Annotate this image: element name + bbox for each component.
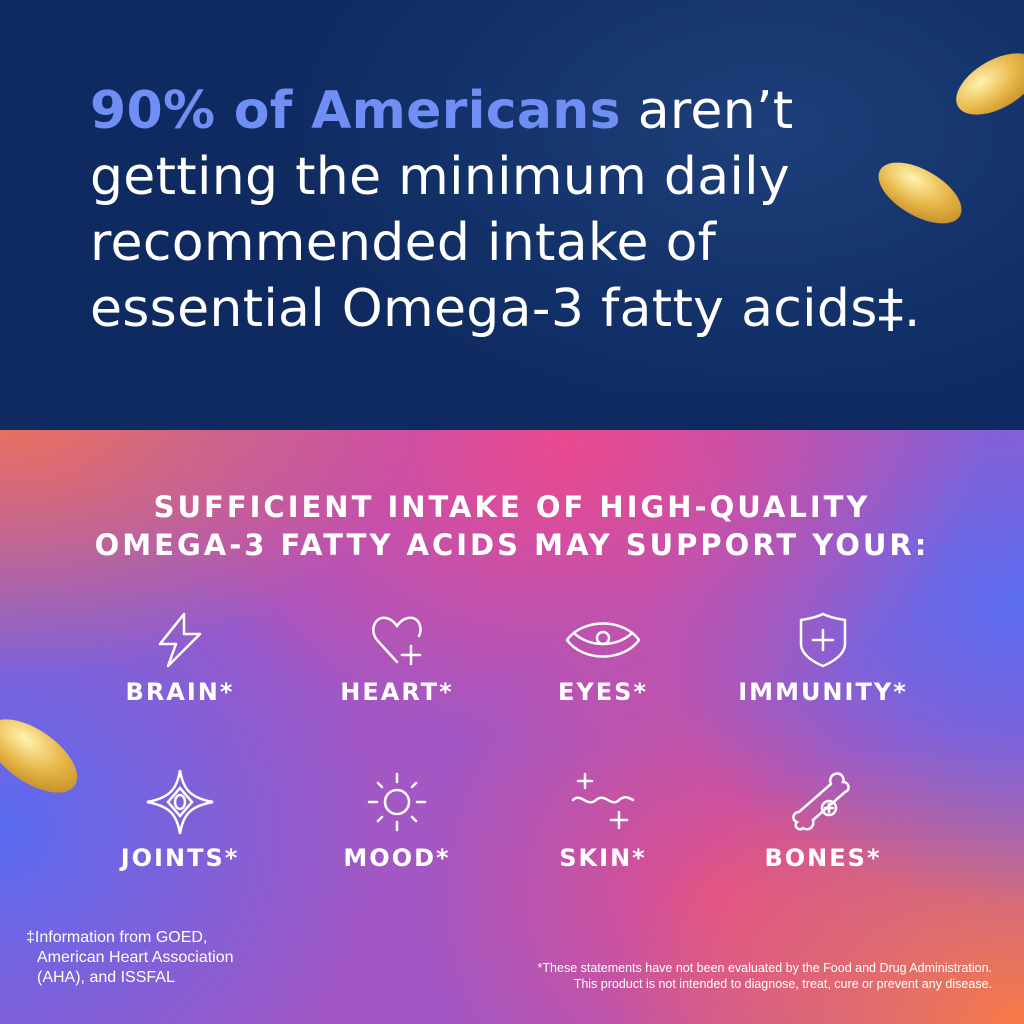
headline-highlight: 90% of Americans [90,81,621,141]
star-joint-icon [146,769,214,835]
footnote-line: (AHA), and ISSFAL [37,969,175,986]
lightning-icon [158,612,202,668]
eye-icon [565,622,641,658]
benefit-mood: MOOD* [287,768,507,872]
benefit-brain: BRAIN* [70,610,290,706]
sparkle-wave-icon [571,772,635,830]
benefit-label: BONES* [764,844,882,872]
headline-text: essential Omega-3 fatty acids‡. [90,279,921,339]
benefit-label: IMMUNITY* [738,678,908,706]
benefit-bones: BONES* [713,768,933,872]
benefit-label: JOINTS* [120,844,240,872]
benefit-joints: JOINTS* [70,768,290,872]
wave-divider [0,395,1024,430]
disclaimer-line: This product is not intended to diagnose… [573,977,992,991]
disclaimer-line: *These statements have not been evaluate… [537,961,992,975]
headline-text: aren’t [620,81,794,141]
benefit-label: EYES* [557,678,648,706]
benefit-label: SKIN* [559,844,647,872]
headline-text: recommended intake of [90,213,717,273]
subheading: SUFFICIENT INTAKE OF HIGH-QUALITY OMEGA-… [0,488,1024,564]
benefit-eyes: EYES* [493,610,713,706]
sun-icon [367,772,427,832]
gradient-background [0,380,1024,1024]
benefit-label: MOOD* [343,844,451,872]
heart-plus-icon [372,616,422,666]
headline: 90% of Americans aren’t getting the mini… [90,78,921,342]
subheading-line: OMEGA-3 FATTY ACIDS MAY SUPPORT YOUR: [94,528,930,562]
headline-text: getting the minimum daily [90,147,790,207]
bone-plus-icon [792,772,850,831]
benefit-heart: HEART* [287,610,507,706]
benefit-label: HEART* [340,678,454,706]
footnote-line: ‡Information from GOED, [26,929,208,946]
shield-plus-icon [799,612,847,668]
benefit-label: BRAIN* [125,678,235,706]
footnote-line: American Heart Association [37,949,234,966]
benefit-skin: SKIN* [493,768,713,872]
subheading-line: SUFFICIENT INTAKE OF HIGH-QUALITY [153,490,871,524]
navy-header-background [0,0,1024,430]
source-footnote: ‡Information from GOED, American Heart A… [26,928,234,988]
fda-disclaimer: *These statements have not been evaluate… [538,960,992,992]
benefit-immunity: IMMUNITY* [713,610,933,706]
